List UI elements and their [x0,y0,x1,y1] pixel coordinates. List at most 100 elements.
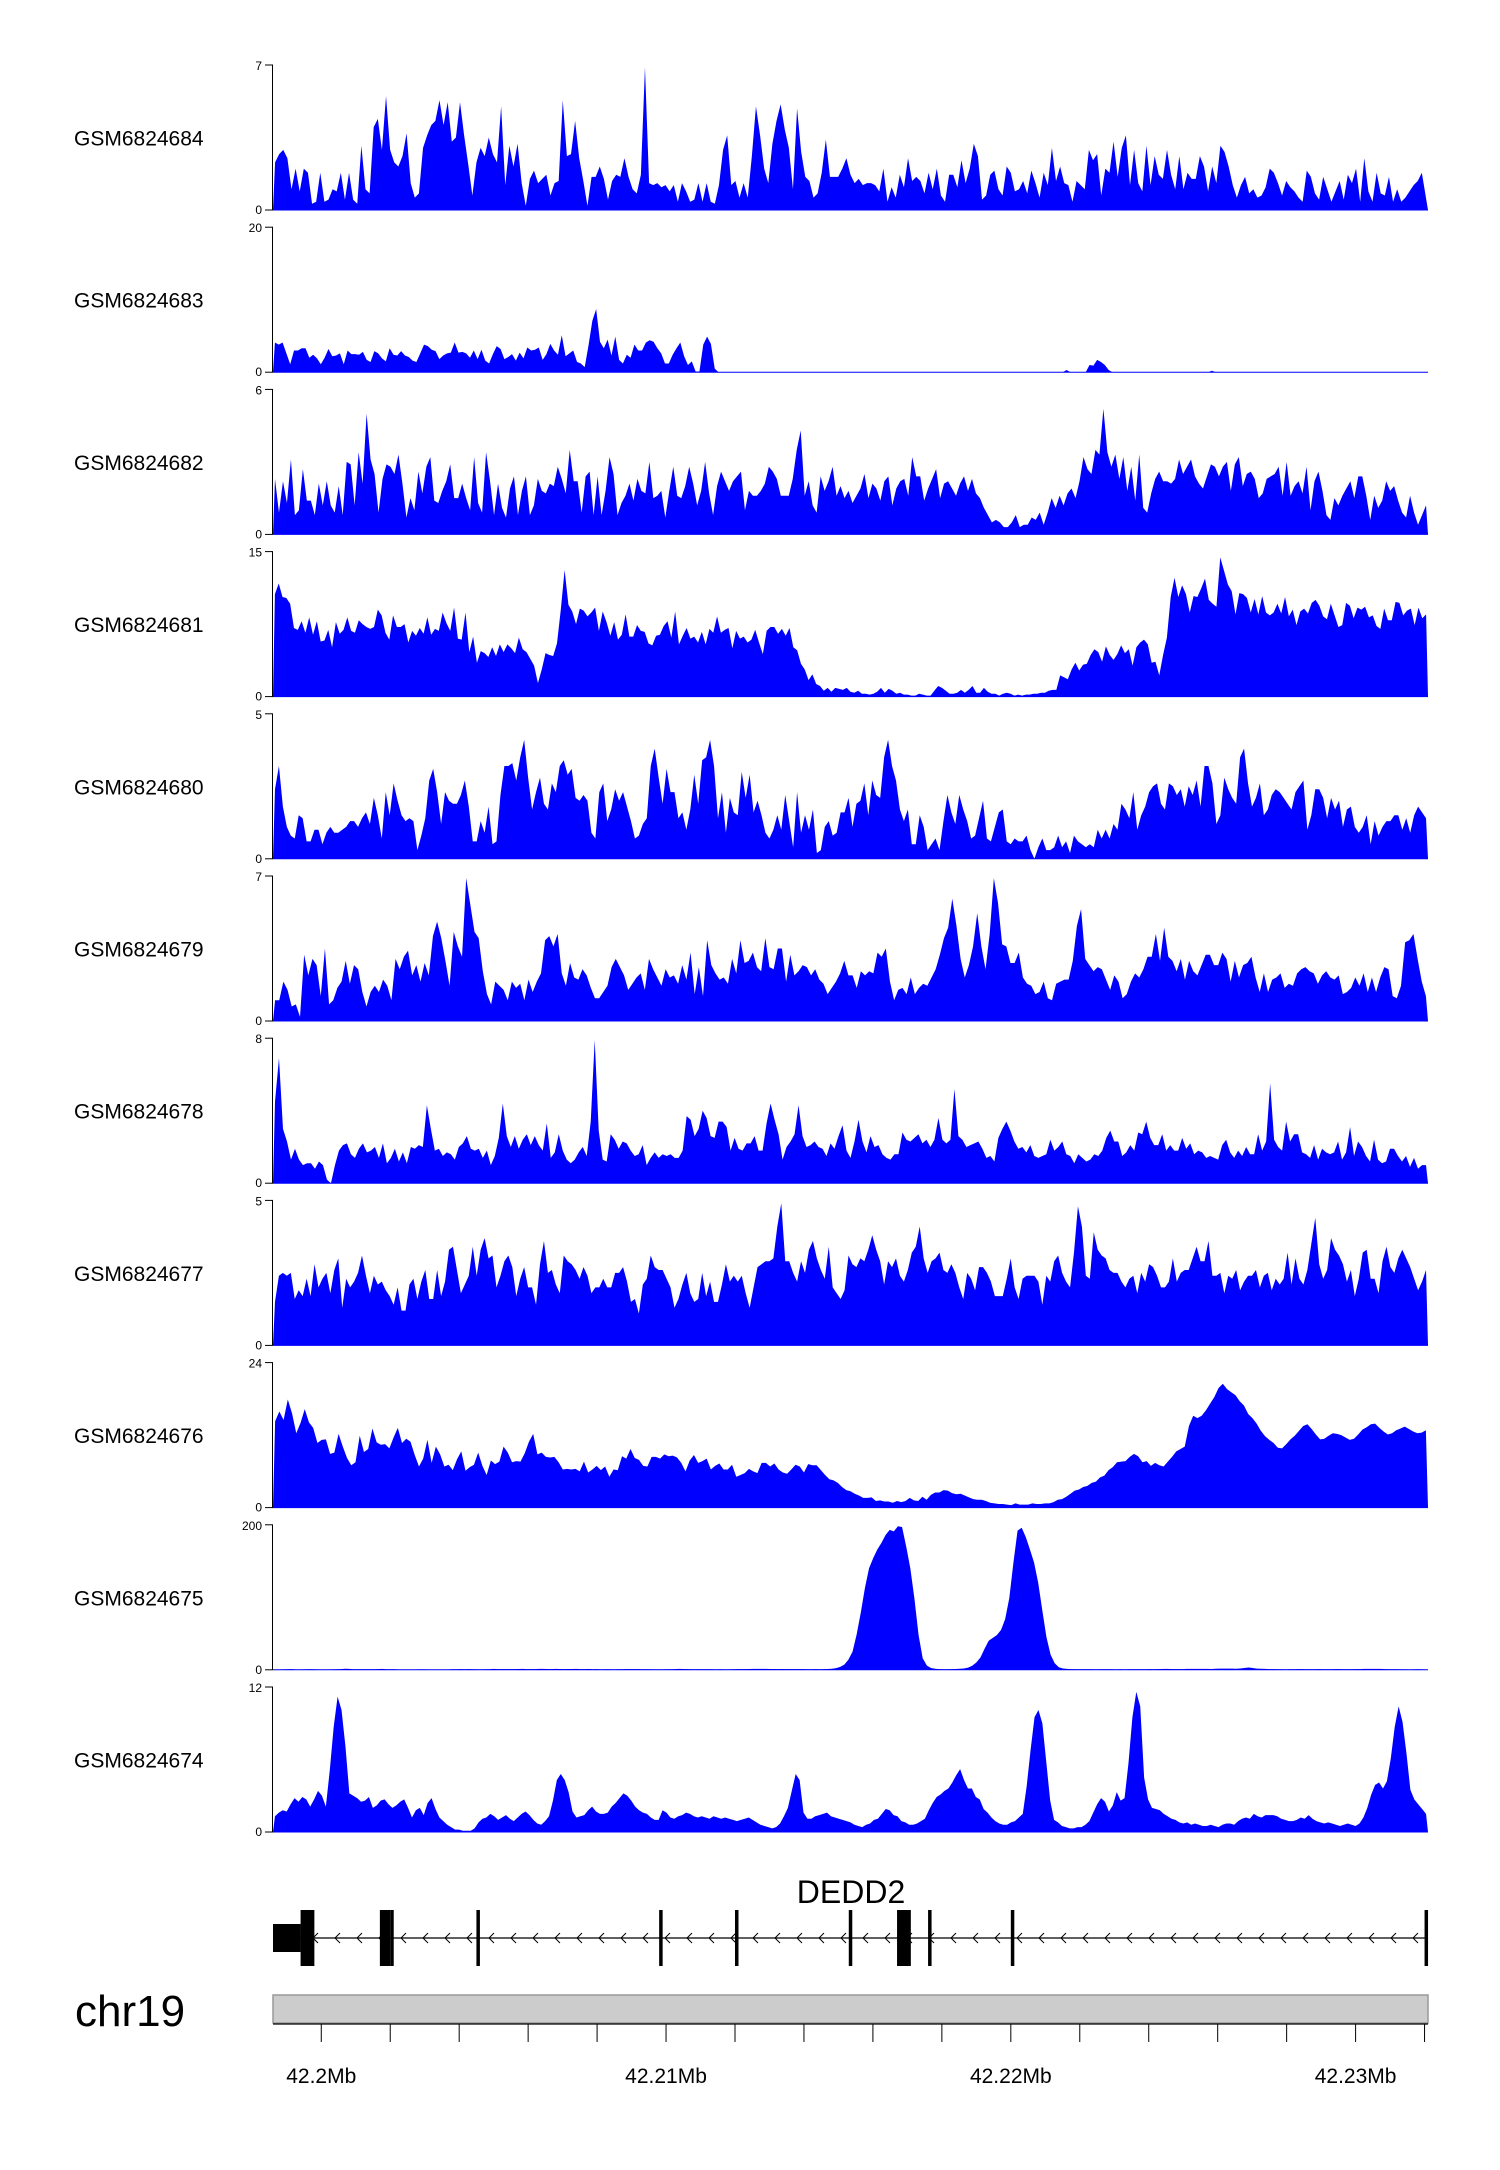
strand-arrow [1258,1932,1265,1944]
strand-arrow [1148,1932,1155,1944]
exon [659,1910,663,1966]
gene-name-label: DEDD2 [797,1874,905,1910]
exon [379,1910,391,1966]
track-gsm6824679: GSM6824679 7 0 [74,870,1428,1028]
chromosome-label: chr19 [75,1987,185,2036]
exon [928,1910,932,1966]
y-min-label: 0 [255,365,262,379]
y-max-label: 5 [255,708,262,722]
y-min-label: 0 [255,1663,262,1677]
strand-arrow [1192,1932,1199,1944]
strand-arrow [1082,1932,1089,1944]
y-max-label: 7 [255,870,262,884]
y-max-label: 12 [249,1681,263,1695]
exon [897,1910,911,1966]
exon [848,1910,853,1966]
y-min-label: 0 [255,1338,262,1352]
signal-area [273,739,1428,859]
signal-area [273,557,1428,697]
y-min-label: 0 [255,203,262,217]
track-label: GSM6824684 [74,128,204,151]
signal-area [273,1691,1428,1832]
strand-arrow [1412,1932,1419,1944]
track-label: GSM6824682 [74,452,204,475]
strand-arrow [554,1932,561,1944]
track-label: GSM6824678 [74,1101,204,1124]
strand-arrow [1170,1932,1177,1944]
y-min-label: 0 [255,1014,262,1028]
strand-arrow [1214,1932,1221,1944]
strand-arrow [994,1932,1001,1944]
strand-arrow [1038,1932,1045,1944]
track-label: GSM6824677 [74,1263,204,1286]
strand-arrows [312,1932,1419,1944]
signal-area [273,1526,1428,1670]
track-label: GSM6824675 [74,1587,204,1610]
signal-area [273,1383,1428,1508]
y-min-label: 0 [255,1501,262,1515]
track-gsm6824677: GSM6824677 5 0 [74,1194,1428,1352]
strand-arrow [972,1932,979,1944]
signal-area [273,878,1428,1021]
strand-arrow [1236,1932,1243,1944]
strand-arrow [334,1932,341,1944]
strand-arrow [774,1932,781,1944]
track-gsm6824676: GSM6824676 24 0 [74,1357,1428,1515]
axis-tick-label: 42.23Mb [1315,2065,1397,2088]
gene-track: DEDD2 [273,1874,1429,1966]
y-max-label: 8 [255,1032,262,1046]
strand-arrow [730,1932,737,1944]
track-gsm6824684: GSM6824684 7 0 [74,59,1428,217]
exon [476,1910,480,1966]
y-max-label: 24 [249,1357,263,1371]
strand-arrow [510,1932,517,1944]
signal-area [273,1203,1428,1346]
strand-arrow [356,1932,363,1944]
y-min-label: 0 [255,1825,262,1839]
axis-tick-label: 42.2Mb [286,2065,356,2088]
track-label: GSM6824679 [74,939,204,962]
strand-arrow [576,1932,583,1944]
exon [390,1910,394,1966]
strand-arrow [686,1932,693,1944]
strand-arrow [422,1932,429,1944]
strand-arrow [950,1932,957,1944]
strand-arrow [862,1932,869,1944]
y-max-label: 6 [255,383,262,397]
exon [1010,1910,1015,1966]
strand-arrow [642,1932,649,1944]
axis-tick-label: 42.22Mb [970,2065,1052,2088]
exon-blocks [273,1910,1429,1966]
strand-arrow [818,1932,825,1944]
y-min-label: 0 [255,527,262,541]
strand-arrow [444,1932,451,1944]
signal-area [273,1040,1428,1184]
signal-area [273,67,1428,210]
track-gsm6824680: GSM6824680 5 0 [74,708,1428,866]
track-gsm6824678: GSM6824678 8 0 [74,1032,1428,1190]
strand-arrow [532,1932,539,1944]
y-min-label: 0 [255,1176,262,1190]
exon [1424,1910,1429,1966]
strand-arrow [840,1932,847,1944]
strand-arrow [1346,1932,1353,1944]
strand-arrow [884,1932,891,1944]
strand-arrow [752,1932,759,1944]
chromosome-bar [272,1994,1429,2024]
strand-arrow [466,1932,473,1944]
track-label: GSM6824676 [74,1425,204,1448]
strand-arrow [1126,1932,1133,1944]
strand-arrow [400,1932,407,1944]
strand-arrow [598,1932,605,1944]
track-label: GSM6824683 [74,290,204,313]
strand-arrow [1280,1932,1287,1944]
y-min-label: 0 [255,852,262,866]
signal-tracks: GSM682468470GSM6824683200GSM682468260GSM… [74,59,1428,1839]
strand-arrow [1324,1932,1331,1944]
strand-arrow [1390,1932,1397,1944]
y-max-label: 200 [242,1519,262,1533]
y-max-label: 20 [249,221,263,235]
strand-arrow [664,1932,671,1944]
strand-arrow [1016,1932,1023,1944]
track-gsm6824675: GSM6824675 200 0 [74,1519,1428,1677]
